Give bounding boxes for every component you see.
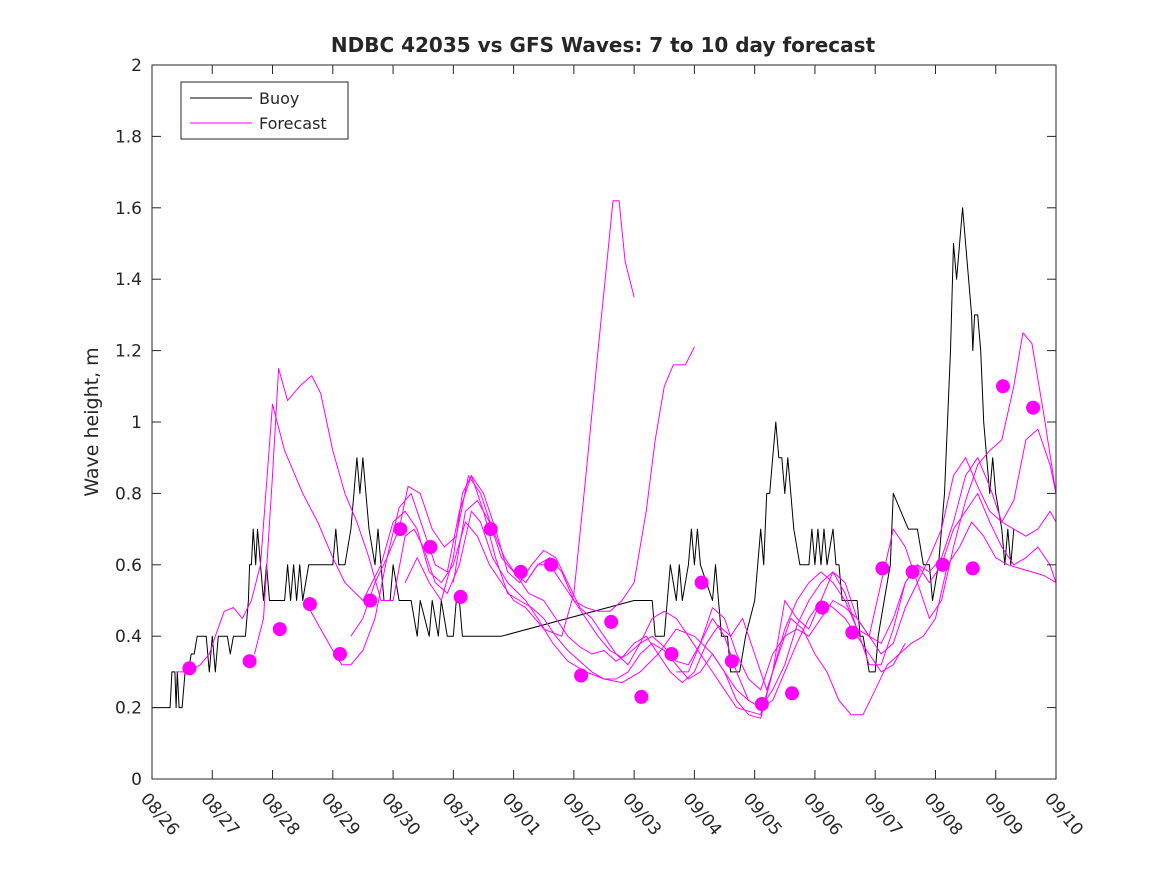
y-tick-label: 2 [131, 56, 142, 76]
forecast-marker [363, 593, 378, 608]
forecast-marker [513, 564, 528, 579]
y-tick-label: 1.8 [115, 127, 142, 147]
forecast-marker [965, 561, 980, 576]
forecast-marker [423, 540, 438, 554]
forecast-marker [905, 564, 920, 579]
forecast-line-5 [404, 475, 1057, 719]
forecast-marker [333, 647, 347, 661]
forecast-marker [604, 614, 619, 629]
forecast-marker [483, 522, 498, 537]
forecast-marker [996, 379, 1010, 394]
chart-title: NDBC 42035 vs GFS Waves: 7 to 10 day for… [331, 33, 876, 57]
forecast-marker [453, 589, 468, 604]
forecast-line-2 [254, 368, 906, 709]
y-tick-label: 0.4 [115, 627, 142, 647]
forecast-marker [815, 600, 830, 615]
y-tick-label: 0 [131, 770, 142, 790]
legend: Buoy Forecast [180, 81, 349, 140]
forecast-marker [634, 689, 649, 704]
y-tick-label: 0.8 [115, 484, 142, 504]
buoy-line [152, 207, 1015, 709]
forecast-marker [694, 575, 709, 590]
legend-buoy-label: Buoy [259, 89, 299, 108]
legend-box [180, 81, 349, 140]
y-axis: 0 0.2 0.4 0.6 0.8 1 1.2 1.4 1.6 1.8 2 [115, 56, 1056, 790]
marker-layer [182, 379, 1041, 711]
forecast-marker [724, 654, 739, 669]
forecast-marker [544, 557, 558, 572]
y-tick-label: 1.6 [115, 199, 142, 219]
y-tick-label: 0.2 [115, 699, 142, 719]
y-tick-label: 1.2 [115, 342, 142, 362]
y-tick-label: 1 [131, 413, 142, 433]
plot-area [152, 65, 1056, 779]
y-tick-label: 0.6 [115, 556, 142, 576]
forecast-line-1 [176, 200, 635, 673]
forecast-marker [242, 654, 257, 669]
forecast-marker [845, 625, 860, 640]
forecast-marker [393, 522, 408, 537]
forecast-marker [272, 622, 287, 637]
forecast-marker [754, 697, 769, 711]
forecast-marker [875, 561, 890, 576]
forecast-marker [785, 686, 799, 701]
forecast-marker [1026, 400, 1041, 415]
legend-forecast-label: Forecast [259, 114, 327, 133]
y-tick-label: 1.4 [115, 270, 142, 290]
y-axis-label: Wave height, m [81, 347, 103, 496]
forecast-marker [302, 597, 317, 612]
forecast-line-8 [676, 428, 1057, 691]
forecast-marker [574, 668, 589, 683]
forecast-marker [182, 661, 197, 676]
forecast-marker [935, 557, 950, 572]
forecast-marker [664, 647, 679, 661]
